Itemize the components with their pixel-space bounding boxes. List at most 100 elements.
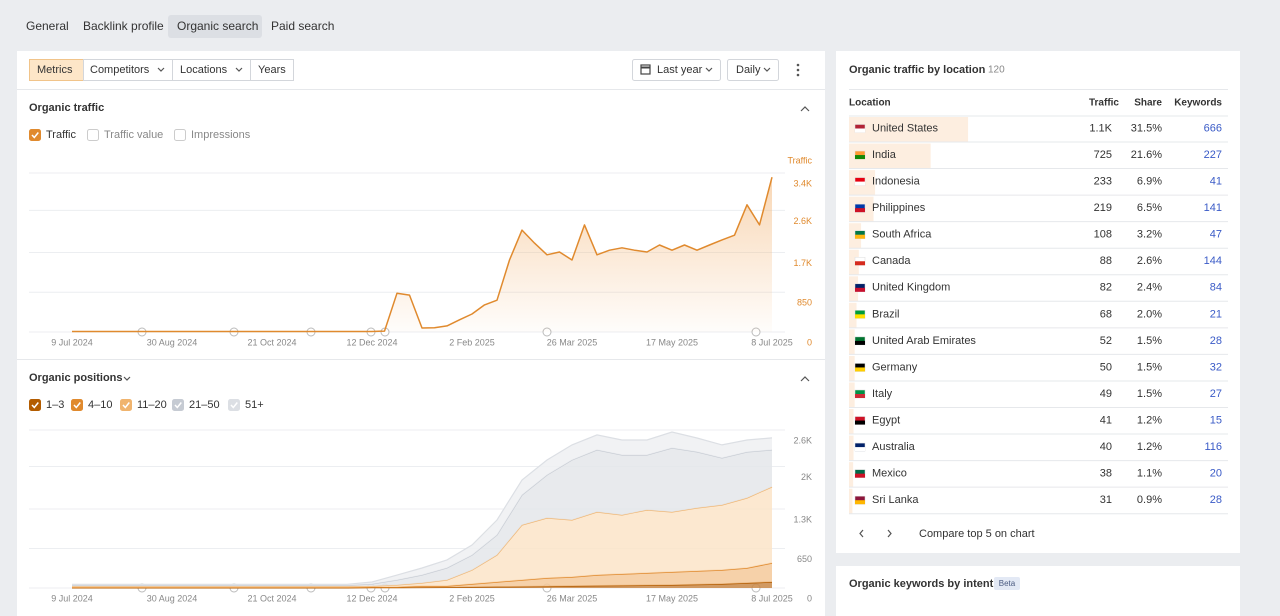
card-title: Organic traffic by location	[849, 64, 986, 76]
area-fill	[72, 177, 772, 332]
next-page[interactable]	[887, 529, 892, 538]
count: 120	[988, 65, 1005, 76]
location-name: Philippines	[872, 202, 926, 214]
share-value: 2.6%	[1137, 255, 1162, 267]
period-button[interactable]: Last year	[657, 64, 703, 76]
share-bar	[849, 302, 857, 328]
keywords-link[interactable]: 20	[1210, 468, 1222, 480]
button[interactable]: Years	[258, 64, 286, 76]
keywords-link[interactable]: 15	[1210, 414, 1222, 426]
button[interactable]: Locations	[180, 64, 228, 76]
button[interactable]: Metrics	[37, 64, 73, 76]
share-bar	[849, 435, 854, 461]
share-value: 3.2%	[1137, 229, 1162, 241]
checkbox[interactable]	[71, 399, 83, 411]
button-bg	[727, 59, 779, 81]
area-fill	[72, 432, 772, 586]
keywords-link[interactable]: 21	[1210, 308, 1222, 320]
share-bar	[849, 462, 854, 488]
check	[230, 402, 238, 409]
y-tick-label: 3.4K	[793, 178, 812, 188]
toggle-label[interactable]: Traffic value	[104, 129, 163, 141]
tab[interactable]: Backlink profile	[83, 19, 164, 33]
column-header: Keywords	[1174, 98, 1222, 109]
flag	[855, 208, 865, 213]
keywords-link[interactable]: 144	[1204, 255, 1222, 267]
tab[interactable]: Paid search	[271, 19, 334, 33]
keywords-link[interactable]: 141	[1204, 202, 1222, 214]
share-value: 6.5%	[1137, 202, 1162, 214]
traffic-value: 31	[1100, 494, 1112, 506]
keywords-link[interactable]: 84	[1210, 282, 1222, 294]
checkbox[interactable]	[120, 399, 132, 411]
x-tick-label: 9 Jul 2024	[51, 337, 93, 347]
collapse[interactable]	[800, 376, 810, 382]
active-tab-bg	[168, 15, 262, 38]
checkbox[interactable]	[29, 129, 41, 141]
keywords-link[interactable]: 116	[1204, 441, 1222, 453]
traffic-value: 219	[1094, 202, 1112, 214]
column-header: Traffic	[1089, 98, 1119, 109]
checkbox[interactable]	[172, 399, 184, 411]
check	[174, 402, 182, 409]
flag	[855, 447, 865, 452]
legend-label[interactable]: 1–3	[46, 399, 64, 411]
share-bar	[849, 117, 969, 142]
legend-label[interactable]: 51+	[245, 399, 264, 411]
share-value: 1.2%	[1137, 441, 1162, 453]
x-tick-label: 12 Dec 2024	[346, 593, 397, 603]
button-bg	[250, 59, 294, 81]
toggle-label[interactable]: Impressions	[191, 129, 251, 141]
traffic-value: 40	[1100, 441, 1112, 453]
y-tick-label: 2K	[801, 472, 812, 482]
traffic-value: 49	[1100, 388, 1112, 400]
calendar-icon	[640, 64, 651, 75]
location-name: Brazil	[872, 308, 900, 320]
checkbox[interactable]	[174, 129, 186, 141]
area-line	[72, 431, 773, 585]
traffic-value: 82	[1100, 282, 1112, 294]
compare-link[interactable]: Compare top 5 on chart	[919, 528, 1035, 540]
flag	[855, 420, 865, 425]
chevron	[157, 67, 165, 72]
keywords-link[interactable]: 227	[1204, 149, 1222, 161]
location-name: Germany	[872, 361, 918, 373]
share-bar	[849, 249, 859, 275]
keywords-link[interactable]: 32	[1210, 361, 1222, 373]
legend-label[interactable]: 11–20	[137, 399, 167, 411]
toggle-label[interactable]: Traffic	[46, 129, 76, 141]
tab[interactable]: Organic search	[177, 19, 258, 33]
location-name: India	[872, 149, 897, 161]
x-tick-label: 2 Feb 2025	[449, 593, 495, 603]
keywords-link[interactable]: 27	[1210, 388, 1222, 400]
line	[72, 177, 773, 333]
x-tick-label: 21 Oct 2024	[247, 337, 296, 347]
checkbox[interactable]	[87, 129, 99, 141]
share-value: 1.5%	[1137, 361, 1162, 373]
legend-label[interactable]: 4–10	[88, 399, 112, 411]
tab[interactable]: General	[26, 19, 69, 33]
keywords-link[interactable]: 28	[1210, 494, 1222, 506]
flag	[855, 261, 865, 266]
flag	[855, 181, 865, 186]
checkbox[interactable]	[228, 399, 240, 411]
granularity-button[interactable]: Daily	[736, 64, 761, 76]
traffic-value: 50	[1100, 361, 1112, 373]
menu-kebab[interactable]	[796, 63, 800, 77]
keywords-link[interactable]: 41	[1210, 176, 1222, 188]
checkbox[interactable]	[29, 399, 41, 411]
keywords-link[interactable]: 47	[1210, 229, 1222, 241]
location-name: Australia	[872, 441, 916, 453]
location-name: United Kingdom	[872, 282, 950, 294]
collapse[interactable]	[800, 106, 810, 112]
flag	[855, 155, 865, 160]
share-value: 0.9%	[1137, 494, 1162, 506]
check	[73, 402, 81, 409]
keywords-link[interactable]: 666	[1204, 122, 1222, 134]
keywords-link[interactable]: 28	[1210, 335, 1222, 347]
legend-label[interactable]: 21–50	[189, 399, 220, 411]
card-title: Organic keywords by intent	[849, 578, 994, 590]
flag	[855, 287, 865, 292]
button[interactable]: Competitors	[90, 64, 150, 76]
prev-page[interactable]	[859, 529, 864, 538]
